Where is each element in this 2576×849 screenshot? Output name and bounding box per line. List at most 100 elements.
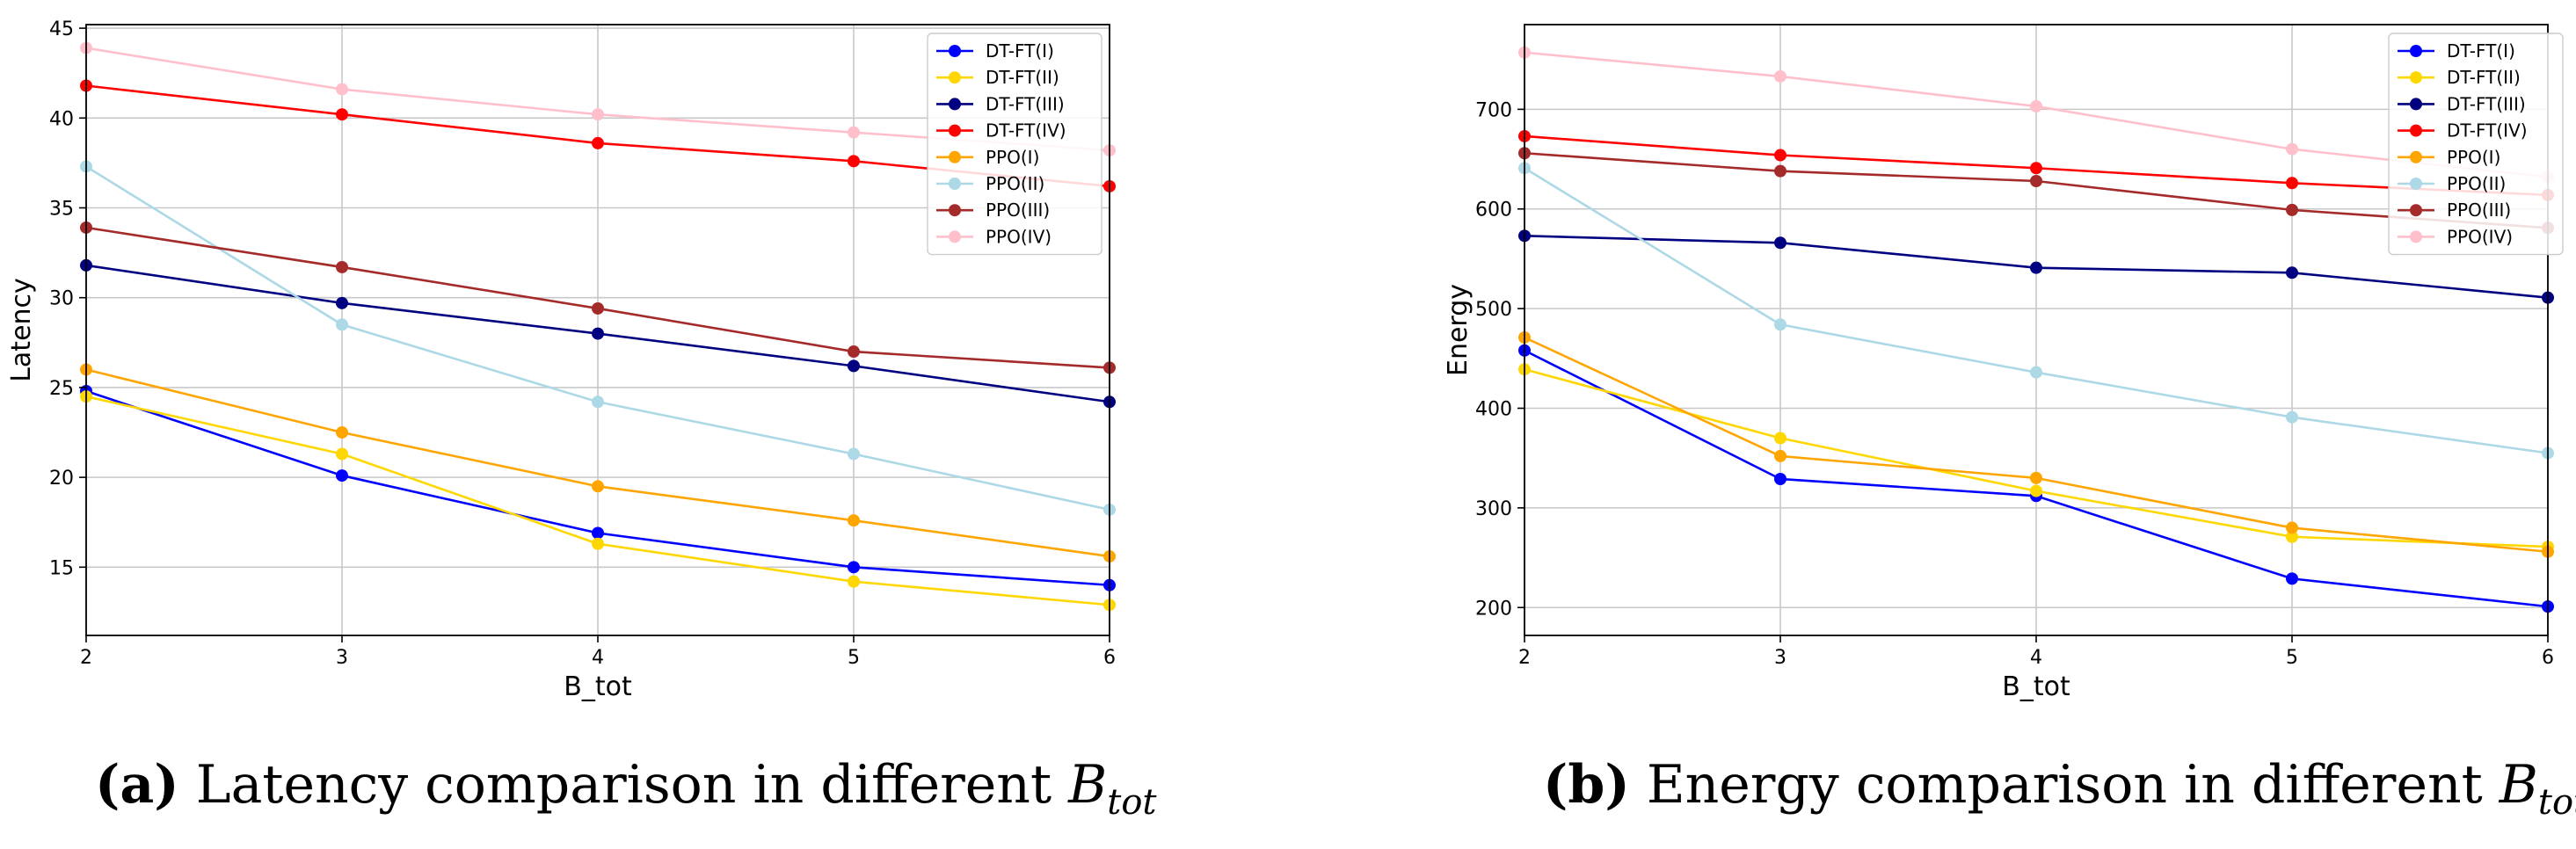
legend-swatch-marker [949,204,961,217]
caption-b-subscript: tot [2537,782,2576,823]
legend-entry-8: PPO(IV) [986,226,1052,247]
legend-entry-3: DT-FT(III) [2447,93,2526,114]
data-point [848,575,860,588]
data-point [2286,572,2298,585]
latency-chart: 2 3 4 5 615202530354045B_totLatencyDT-FT(I)D… [6,18,1116,702]
x-tick-label: 4 [2030,647,2042,669]
data-point [848,514,860,527]
data-point [848,561,860,574]
legend-swatch-marker [2410,45,2422,57]
data-point [1774,449,1786,462]
data-point [2286,266,2298,279]
x-tick-label: 3 [336,647,348,669]
legend-entry-1: DT-FT(I) [2447,40,2515,62]
y-tick-label: 40 [49,108,74,130]
legend-swatch-marker [2410,230,2422,243]
y-axis-label: Latency [6,278,37,382]
data-point [1774,472,1786,485]
y-tick-label: 15 [49,557,74,579]
legend-entry-2: DT-FT(II) [986,67,1059,88]
legend-swatch-marker [2410,178,2422,190]
y-tick-label: 25 [49,378,74,400]
legend-entry-7: PPO(III) [2447,200,2511,221]
caption-a-label: (a) [95,754,179,816]
y-tick-label: 300 [1475,498,1512,520]
y-axis-label: Energy [1443,284,1474,376]
legend-swatch-marker [949,230,961,243]
legend-entry-2: DT-FT(II) [2447,67,2521,88]
legend-entry-6: PPO(II) [986,173,1044,194]
data-point [336,108,348,121]
data-point [848,345,860,359]
data-point [592,480,604,493]
data-point [336,296,348,309]
data-point [2030,175,2042,188]
x-tick-label: 5 [848,647,860,669]
data-point [592,136,604,149]
x-tick-label: 5 [2286,647,2298,669]
data-point [848,155,860,168]
data-point [592,537,604,550]
caption-a-symbol: B [1068,754,1108,816]
energy-chart: 2 3 4 5 6 200 300 400 500 600 700 B_tot Energy DT-FT(… [1443,24,2564,702]
data-point [2030,261,2042,274]
data-point [2030,162,2042,175]
y-tick-label: 30 [49,288,74,310]
data-point [2286,521,2298,534]
legend-box [2388,33,2564,256]
data-point [2286,410,2298,424]
data-point [848,126,860,139]
legend-entry-1: DT-FT(I) [986,40,1054,62]
data-point [592,395,604,409]
data-point [2030,366,2042,379]
x-axis-label: B_tot [2002,671,2070,702]
x-tick-label: 2 [1518,647,1531,669]
legend-entry-4: DT-FT(IV) [986,120,1066,142]
caption-a-text: Latency comparison in different [195,754,1052,816]
legend-swatch-marker [949,98,961,111]
data-point [592,301,604,315]
y-tick-label: 400 [1475,399,1512,421]
data-point [1774,149,1786,162]
legend-entry-5: PPO(I) [986,147,1039,168]
legend-swatch-marker [949,71,961,84]
legend-swatch-marker [2410,124,2422,137]
data-point [1774,164,1786,178]
data-point [336,469,348,483]
legend-swatch-marker [2410,71,2422,84]
x-tick-label: 6 [2542,647,2554,669]
data-point [2286,203,2298,216]
data-point [1774,69,1786,83]
data-point [2030,484,2042,497]
data-point [2286,177,2298,190]
x-tick-label: 2 [80,647,92,669]
legend-swatch-marker [949,45,961,57]
legend-swatch-marker [2410,98,2422,111]
data-point [2286,530,2298,543]
data-point [1774,236,1786,250]
y-tick-label: 500 [1475,299,1512,321]
legend-entry-5: PPO(I) [2447,147,2500,168]
x-tick-label: 6 [1103,647,1116,669]
legend-entry-7: PPO(III) [986,200,1050,221]
data-point [336,447,348,461]
data-point [1774,318,1786,331]
data-point [592,108,604,121]
legend-entry-8: PPO(IV) [2447,226,2513,247]
data-point [592,526,604,540]
y-tick-label: 700 [1475,99,1512,121]
legend-entry-4: DT-FT(IV) [2447,120,2528,142]
data-point [1774,432,1786,445]
y-tick-label: 200 [1475,598,1512,620]
caption-a-subscript: tot [1107,782,1157,823]
data-point [2030,99,2042,112]
legend-entry-3: DT-FT(III) [986,93,1065,114]
legend-box [927,33,1102,256]
data-point [336,83,348,96]
y-tick-label: 600 [1475,200,1512,221]
data-point [2286,142,2298,156]
data-point [592,327,604,340]
legend-swatch-marker [949,124,961,137]
x-tick-label: 4 [592,647,604,669]
data-point [848,447,860,461]
